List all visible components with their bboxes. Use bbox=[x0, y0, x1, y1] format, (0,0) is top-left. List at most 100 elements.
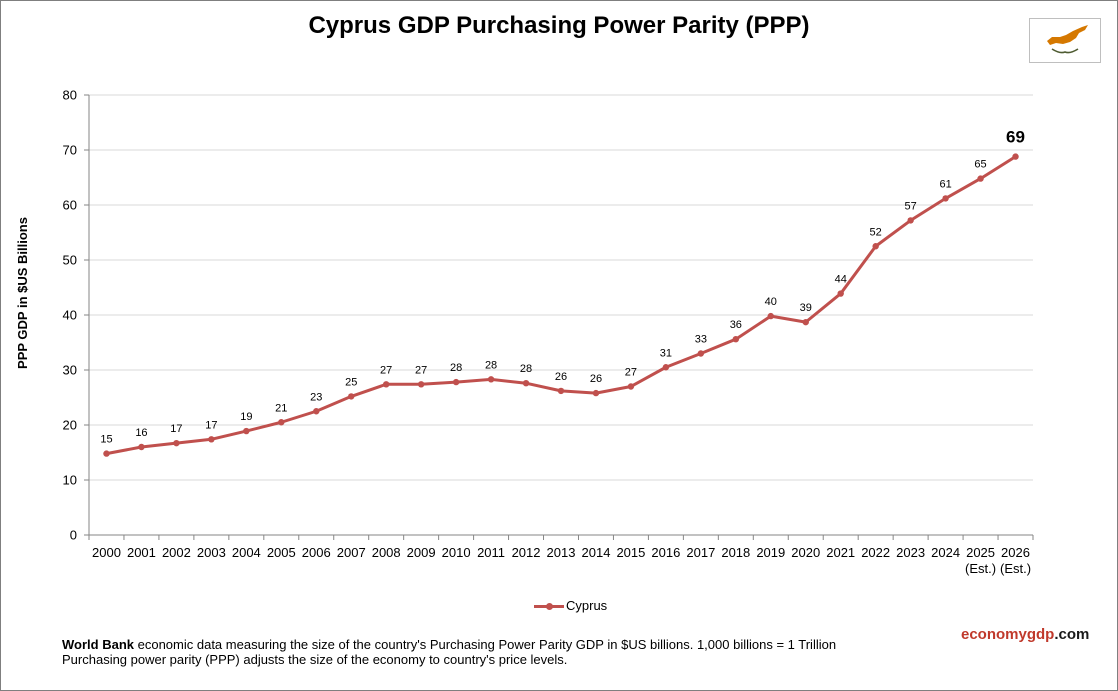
data-point bbox=[243, 427, 250, 435]
y-tick-label: 0 bbox=[70, 528, 77, 543]
chart-title: Cyprus GDP Purchasing Power Parity (PPP) bbox=[308, 12, 810, 39]
x-tick-label: 2020 bbox=[791, 545, 820, 560]
data-point bbox=[348, 393, 355, 400]
data-point bbox=[732, 336, 740, 343]
series-cyprus bbox=[103, 153, 1019, 457]
gridlines bbox=[89, 94, 1033, 481]
data-point bbox=[592, 389, 600, 397]
data-point bbox=[977, 175, 984, 182]
y-tick-label: 40 bbox=[63, 308, 77, 323]
x-tick-label: 2010 bbox=[442, 545, 471, 560]
x-tick-label: 2014 bbox=[582, 545, 611, 560]
data-label: 69 bbox=[1006, 128, 1025, 147]
footnote: World Bank economic data measuring the s… bbox=[62, 637, 836, 667]
x-tick-label: 2003 bbox=[197, 545, 226, 560]
brand-domain: .com bbox=[1054, 626, 1090, 643]
data-point bbox=[138, 443, 145, 451]
data-label: 17 bbox=[170, 423, 182, 435]
x-tick-label: 2005 bbox=[267, 545, 296, 560]
data-label: 17 bbox=[205, 419, 217, 431]
data-point bbox=[872, 243, 879, 250]
data-point bbox=[313, 408, 320, 415]
footnote-line2: Purchasing power parity (PPP) adjusts th… bbox=[62, 652, 568, 667]
data-label: 33 bbox=[695, 334, 707, 346]
x-tick-label: 2017 bbox=[686, 545, 715, 560]
y-axis-label: PPP GDP in $US Billions bbox=[15, 217, 30, 369]
brand-logo[interactable]: economygdp.com bbox=[961, 626, 1089, 643]
data-label: 23 bbox=[310, 391, 322, 403]
x-tick-label: 2026 bbox=[1001, 545, 1030, 560]
data-label: 26 bbox=[590, 373, 602, 385]
data-label: 39 bbox=[800, 302, 812, 314]
data-point bbox=[522, 380, 530, 387]
x-tick-label: 2023 bbox=[896, 545, 925, 560]
footnote-line1: economic data measuring the size of the … bbox=[134, 637, 837, 652]
y-tick-label: 30 bbox=[63, 363, 77, 378]
data-point bbox=[837, 290, 844, 297]
x-tick-label: 2016 bbox=[651, 545, 680, 560]
data-point bbox=[767, 312, 774, 320]
x-tick-label: 2011 bbox=[477, 545, 505, 560]
legend-swatch-cyprus bbox=[534, 599, 564, 613]
data-point bbox=[557, 387, 565, 395]
footnote-source: World Bank bbox=[62, 637, 134, 652]
data-label: 28 bbox=[450, 362, 462, 374]
x-tick-label: 2015 bbox=[616, 545, 645, 560]
data-label: 28 bbox=[520, 363, 532, 375]
x-tick-label: 2018 bbox=[721, 545, 750, 560]
data-label: 26 bbox=[555, 371, 567, 383]
y-tick-label: 80 bbox=[63, 88, 77, 103]
x-tick-sublabel: (Est.) bbox=[965, 561, 996, 576]
data-point bbox=[103, 450, 110, 457]
cyprus-flag-icon bbox=[1029, 18, 1101, 63]
data-point bbox=[662, 364, 670, 371]
data-point bbox=[382, 381, 390, 388]
x-tick-label: 2012 bbox=[512, 545, 541, 560]
data-label: 40 bbox=[765, 296, 777, 308]
x-tick-label: 2008 bbox=[372, 545, 401, 560]
data-point bbox=[697, 350, 705, 357]
data-point bbox=[942, 195, 949, 202]
y-tick-labels: 0 10 20 30 40 50 60 70 80 bbox=[63, 88, 77, 543]
axes bbox=[84, 94, 1034, 540]
data-point bbox=[802, 318, 809, 326]
x-tick-label: 2004 bbox=[232, 545, 261, 560]
data-point bbox=[627, 383, 635, 390]
x-tick-label: 2006 bbox=[302, 545, 331, 560]
y-tick-label: 50 bbox=[63, 253, 77, 268]
y-tick-label: 20 bbox=[63, 418, 77, 433]
x-tick-label: 2007 bbox=[337, 545, 366, 560]
x-tick-label: 2009 bbox=[407, 545, 436, 560]
data-label: 15 bbox=[100, 434, 112, 446]
x-tick-labels: 2000 2001 2002 2003 2004 2005 2006 2007 2008 2009… bbox=[92, 545, 1031, 576]
data-label: 21 bbox=[275, 402, 287, 414]
data-point bbox=[487, 376, 495, 383]
x-tick-label: 2025 bbox=[966, 545, 995, 560]
data-label: 65 bbox=[974, 159, 986, 171]
data-label: 44 bbox=[835, 274, 847, 286]
x-tick-label: 2001 bbox=[127, 545, 156, 560]
x-tick-label: 2013 bbox=[547, 545, 576, 560]
data-label: 52 bbox=[870, 226, 882, 238]
x-tick-label: 2022 bbox=[861, 545, 890, 560]
data-labels: 15 16 17 17 19 21 23 25 27 27 28 28 28 26 26 27 31 33 36 40… bbox=[100, 128, 1025, 446]
flag-island-shape bbox=[1047, 25, 1088, 45]
legend: Cyprus bbox=[534, 598, 607, 613]
data-point bbox=[417, 381, 425, 388]
data-point bbox=[907, 217, 914, 224]
data-label: 25 bbox=[345, 376, 357, 388]
x-tick-label: 2021 bbox=[826, 545, 855, 560]
data-label: 28 bbox=[485, 359, 497, 371]
data-point bbox=[173, 439, 180, 447]
data-label: 36 bbox=[730, 319, 742, 331]
data-label: 27 bbox=[415, 364, 427, 376]
data-label: 16 bbox=[135, 427, 147, 439]
x-tick-label: 2024 bbox=[931, 545, 960, 560]
data-point bbox=[278, 419, 285, 426]
flag-olive-branches bbox=[1051, 48, 1079, 54]
data-label: 57 bbox=[905, 200, 917, 212]
data-point bbox=[452, 378, 460, 386]
series-line-cyprus bbox=[106, 155, 1017, 456]
